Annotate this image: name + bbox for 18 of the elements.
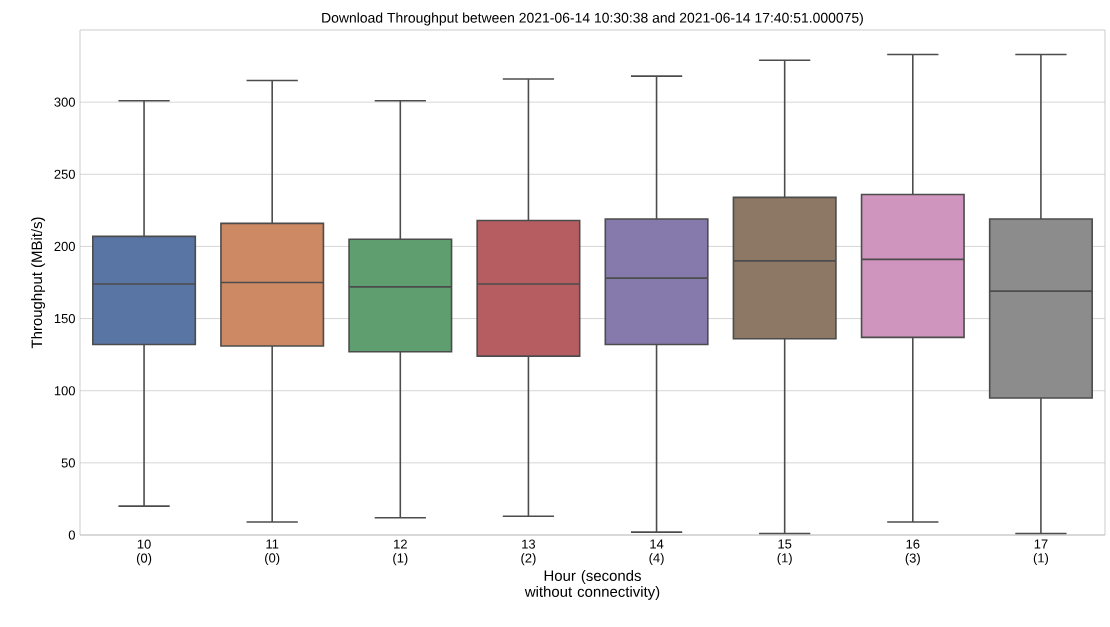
x-tick-label: 14 (4): [649, 539, 664, 566]
y-axis-title: Throughput (MBit/s): [31, 217, 46, 349]
y-tick-label: 150: [54, 313, 75, 324]
x-tick-label: 16 (3): [905, 539, 920, 566]
y-tick-label: 300: [54, 97, 75, 107]
y-tick-label: 200: [54, 241, 75, 252]
y-tick-label: 100: [54, 386, 75, 396]
x-tick-label: 17 (1): [1033, 539, 1049, 566]
x-tick-label: 10 (0): [136, 539, 152, 566]
x-axis-title: Hour (seconds without connectivity): [524, 570, 660, 600]
y-tick-label: 50: [61, 458, 75, 468]
y-tick-label: 250: [54, 169, 75, 179]
x-tick-label: 13 (2): [521, 539, 536, 566]
x-tick-label: 12 (1): [393, 539, 408, 566]
y-tick-label: 0: [68, 530, 75, 540]
x-tick-label: 11 (0): [265, 539, 280, 566]
chart-title: Download Throughput between 2021-06-14 10:30:38 and 2021-06-14 17:40:51.000075): [322, 12, 863, 26]
x-tick-label: 15 (1): [777, 539, 792, 566]
